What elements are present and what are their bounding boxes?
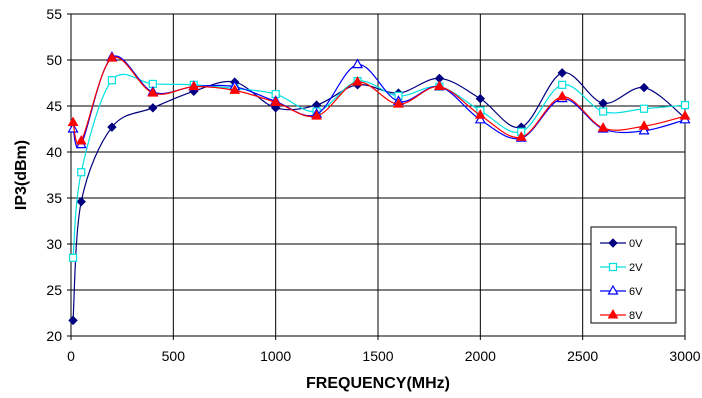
legend-item-6V: 6V — [600, 284, 643, 298]
legend-label: 8V — [629, 310, 643, 322]
legend: 0V 2V 6V 8V — [590, 226, 677, 324]
data-point — [270, 96, 282, 106]
data-point — [599, 107, 608, 116]
data-point — [311, 110, 322, 120]
x-tick-label: 1000 — [260, 348, 291, 364]
x-tick-label: 0 — [67, 348, 75, 364]
data-point — [107, 122, 117, 132]
y-tick-label: 50 — [46, 52, 62, 68]
data-point — [638, 124, 650, 135]
data-point — [639, 104, 649, 113]
legend-item-8V: 8V — [600, 308, 643, 322]
series-line-0V — [72, 72, 686, 321]
data-point — [558, 80, 567, 89]
data-point — [597, 122, 609, 132]
data-point — [352, 76, 363, 86]
legend-item-0V: 0V — [600, 238, 643, 250]
legend-marker — [608, 238, 618, 248]
data-point — [75, 134, 87, 145]
y-tick-label: 35 — [46, 190, 62, 206]
legend-marker — [607, 308, 619, 319]
y-axis-title: IP3(dBm) — [13, 140, 30, 210]
data-point — [515, 131, 527, 141]
y-tick-label: 30 — [46, 236, 62, 252]
data-point — [679, 110, 691, 120]
y-tick-label: 45 — [46, 98, 62, 114]
x-tick-label: 2500 — [567, 348, 598, 364]
data-point — [68, 315, 78, 326]
legend-item-2V: 2V — [600, 262, 643, 274]
data-point — [77, 168, 86, 177]
legend-marker — [607, 284, 619, 295]
legend-label: 2V — [629, 262, 643, 274]
data-point — [557, 68, 567, 78]
data-point — [474, 109, 486, 119]
y-tick-label: 40 — [46, 144, 62, 160]
data-point — [638, 120, 650, 130]
data-point — [148, 103, 158, 113]
grid-lines — [67, 13, 686, 340]
data-point — [107, 76, 117, 85]
y-tick-label: 55 — [46, 6, 62, 22]
x-tick-label: 2000 — [465, 348, 496, 364]
data-point — [556, 90, 568, 101]
y-tick-label: 25 — [46, 282, 62, 298]
data-point — [67, 116, 79, 127]
data-point — [475, 93, 486, 104]
legend-label: 0V — [629, 238, 643, 250]
y-tick-labels: 20 25 30 35 40 45 50 55 — [46, 6, 62, 344]
data-point — [68, 253, 78, 262]
data-point — [76, 196, 86, 207]
x-tick-label: 1500 — [362, 348, 393, 364]
legend-marker — [608, 262, 618, 272]
data-point — [229, 84, 241, 94]
data-point — [639, 82, 649, 93]
data-point — [474, 113, 486, 124]
data-point — [680, 100, 690, 110]
series-8V — [67, 52, 691, 145]
data-point — [147, 87, 159, 97]
data-point — [67, 122, 79, 133]
data-point — [106, 52, 118, 62]
legend-label: 6V — [629, 286, 643, 298]
data-point — [434, 80, 445, 91]
x-tick-labels: 0 500 1000 1500 2000 2500 3000 — [67, 348, 701, 364]
series-group — [67, 51, 691, 326]
x-tick-label: 3000 — [669, 348, 700, 364]
y-tick-label: 20 — [46, 328, 62, 344]
data-point — [270, 103, 281, 113]
data-point — [352, 58, 364, 69]
data-point — [598, 98, 608, 108]
data-point — [393, 98, 404, 108]
x-tick-label: 500 — [162, 348, 186, 364]
data-point — [188, 80, 200, 91]
x-axis-title: FREQUENCY(MHz) — [306, 375, 450, 392]
